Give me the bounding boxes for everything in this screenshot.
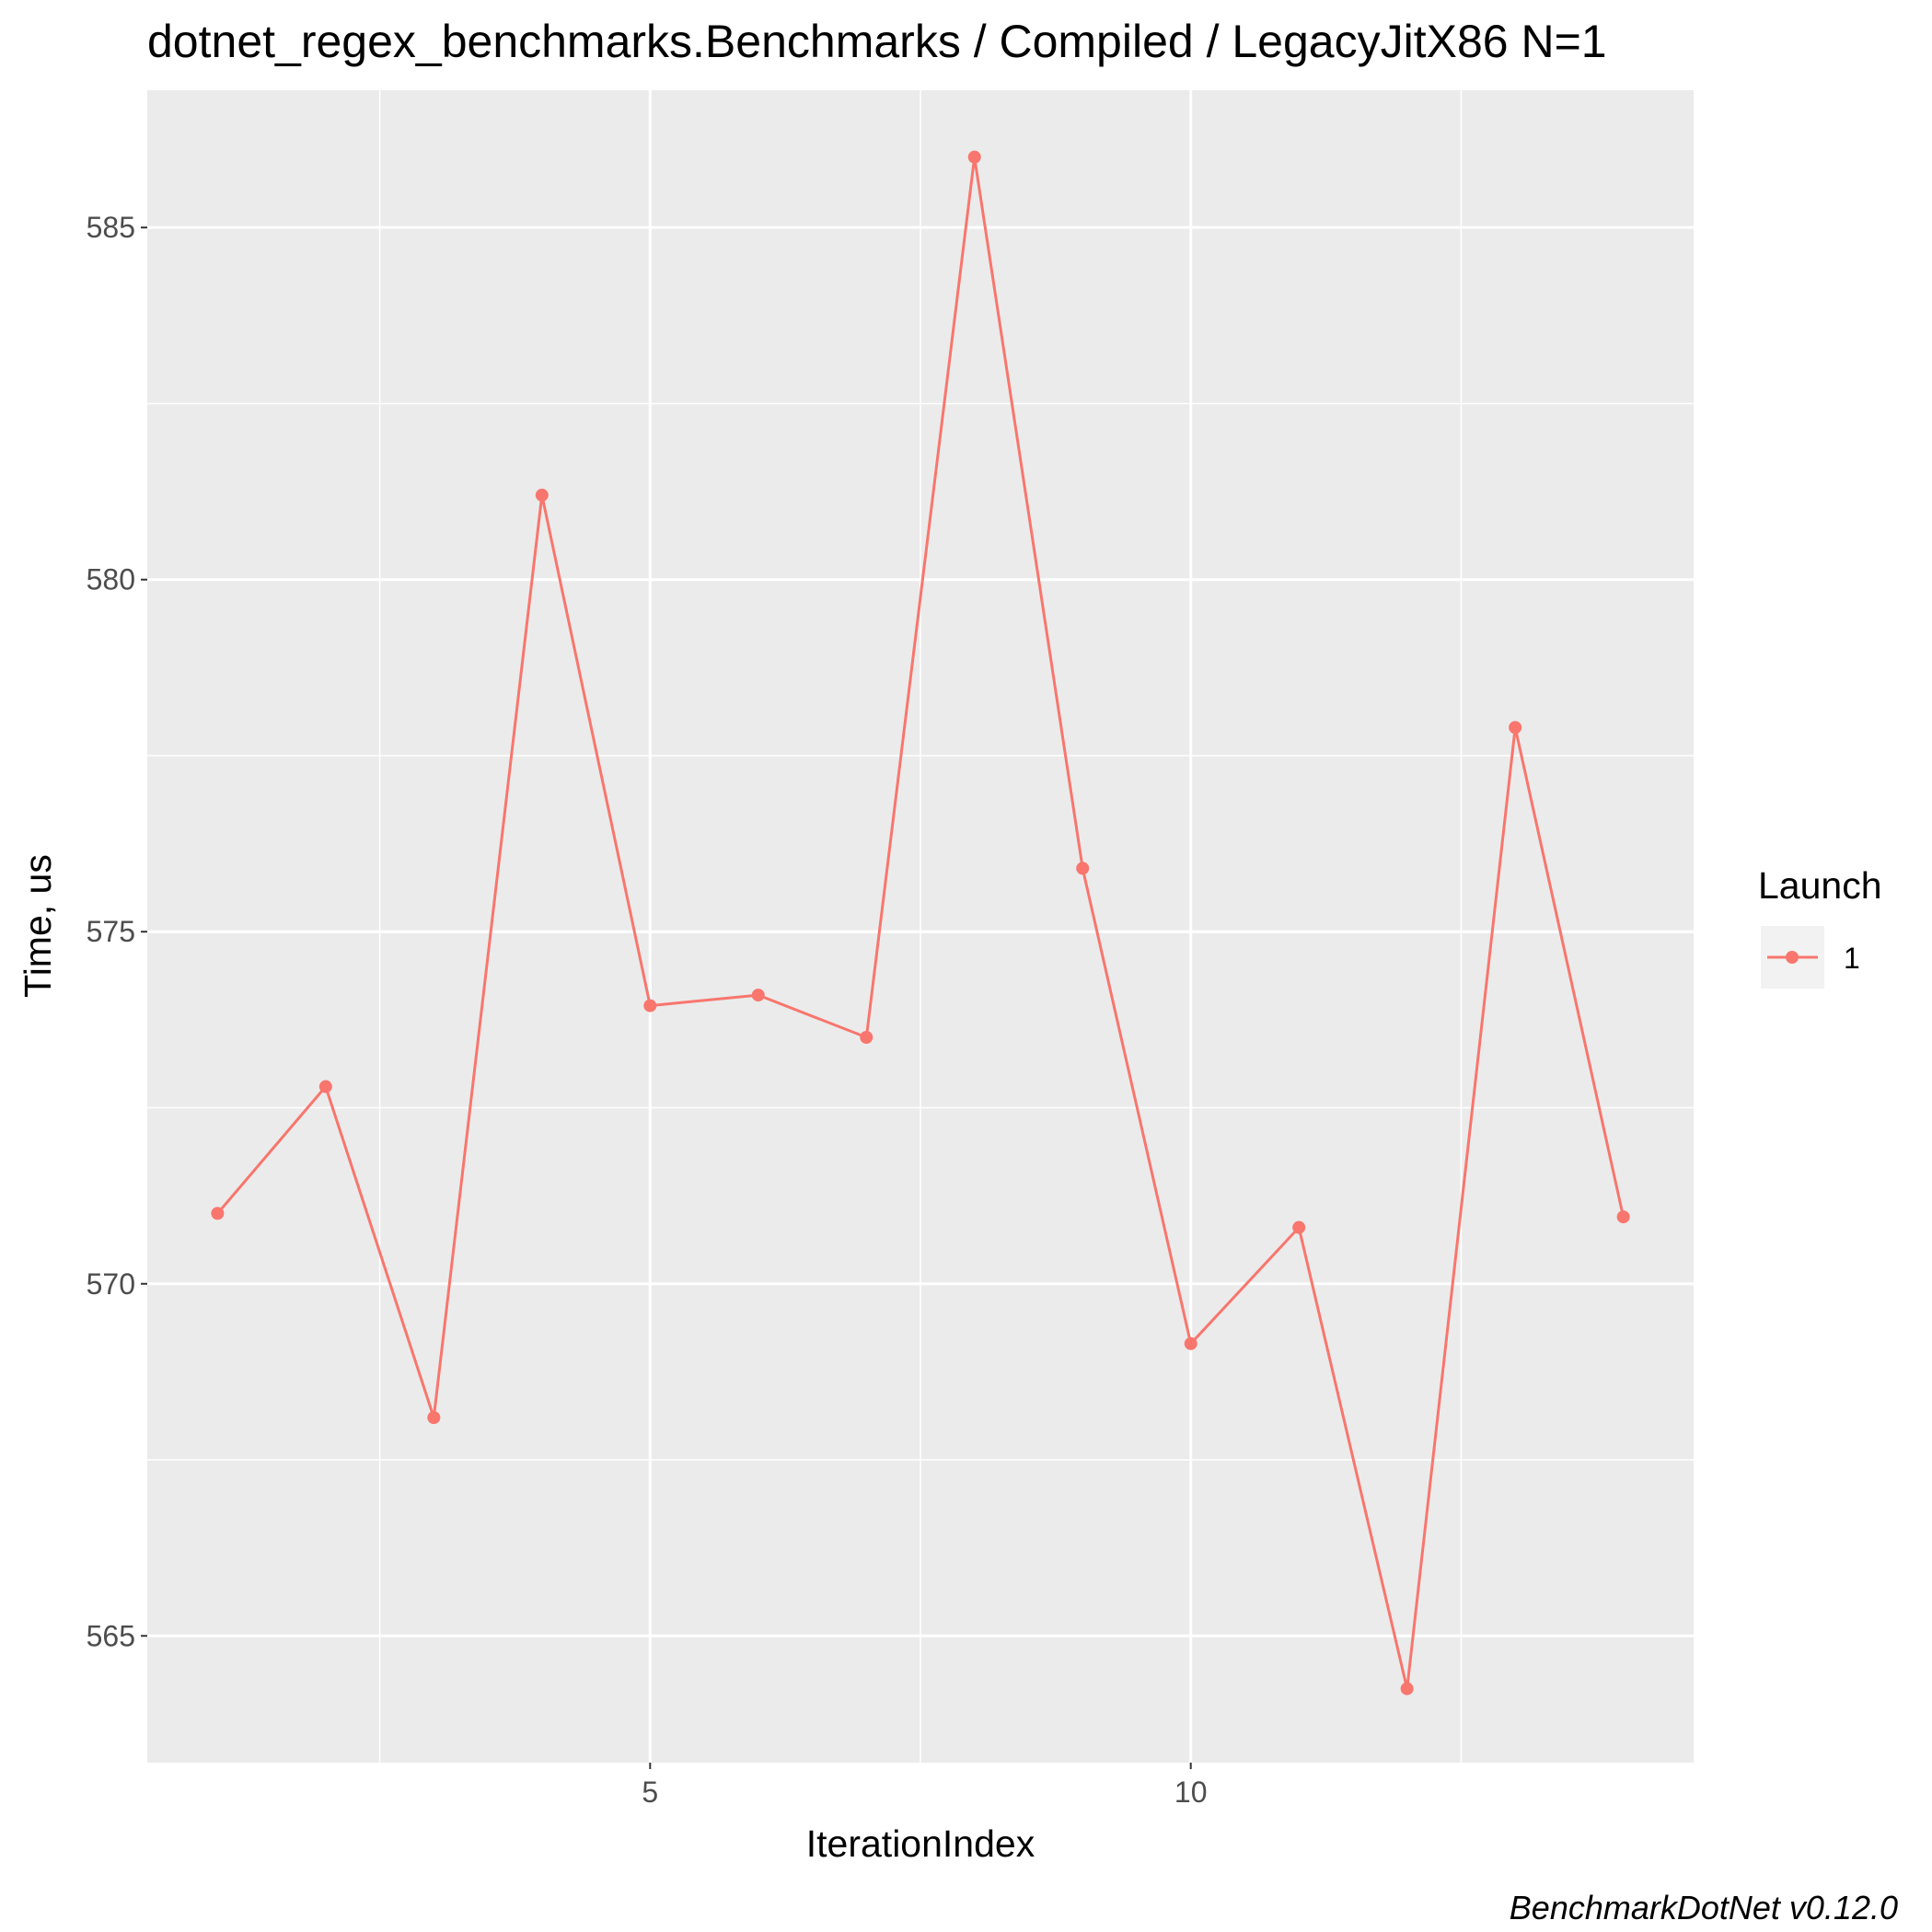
data-point — [643, 999, 657, 1012]
x-axis: 5 10 — [642, 1763, 1208, 1809]
series-layer — [211, 150, 1630, 1695]
y-tick-label: 575 — [87, 915, 135, 948]
data-point — [967, 150, 981, 164]
data-point — [211, 1207, 225, 1221]
data-point — [427, 1411, 441, 1425]
x-axis-title: IterationIndex — [806, 1822, 1035, 1865]
data-point — [1184, 1336, 1197, 1350]
data-point — [318, 1080, 332, 1093]
caption: BenchmarkDotNet v0.12.0 — [1510, 1889, 1898, 1926]
y-tick-label: 565 — [87, 1619, 135, 1652]
legend-key-point — [1786, 951, 1799, 964]
chart-title: dotnet_regex_benchmarks.Benchmarks / Com… — [147, 16, 1607, 67]
legend-label: 1 — [1844, 942, 1860, 975]
data-point — [860, 1030, 873, 1044]
legend-title: Launch — [1758, 864, 1882, 907]
legend: Launch 1 — [1758, 864, 1882, 989]
grid-major — [147, 90, 1694, 1763]
y-tick-label: 570 — [87, 1267, 135, 1301]
data-point — [1292, 1221, 1306, 1234]
data-point — [1509, 721, 1522, 735]
data-point — [535, 488, 549, 502]
data-point — [751, 989, 765, 1002]
x-tick-label: 10 — [1174, 1776, 1208, 1809]
data-point — [1076, 862, 1090, 875]
y-axis-title: Time, us — [17, 854, 59, 998]
y-tick-label: 580 — [87, 563, 135, 596]
grid-minor — [147, 90, 1694, 1763]
series-line — [216, 156, 1625, 1691]
data-point — [1616, 1210, 1630, 1224]
data-point — [1400, 1682, 1414, 1695]
y-tick-label: 585 — [87, 211, 135, 244]
y-axis: 565 570 575 580 585 — [87, 211, 147, 1652]
x-tick-label: 5 — [642, 1776, 658, 1809]
